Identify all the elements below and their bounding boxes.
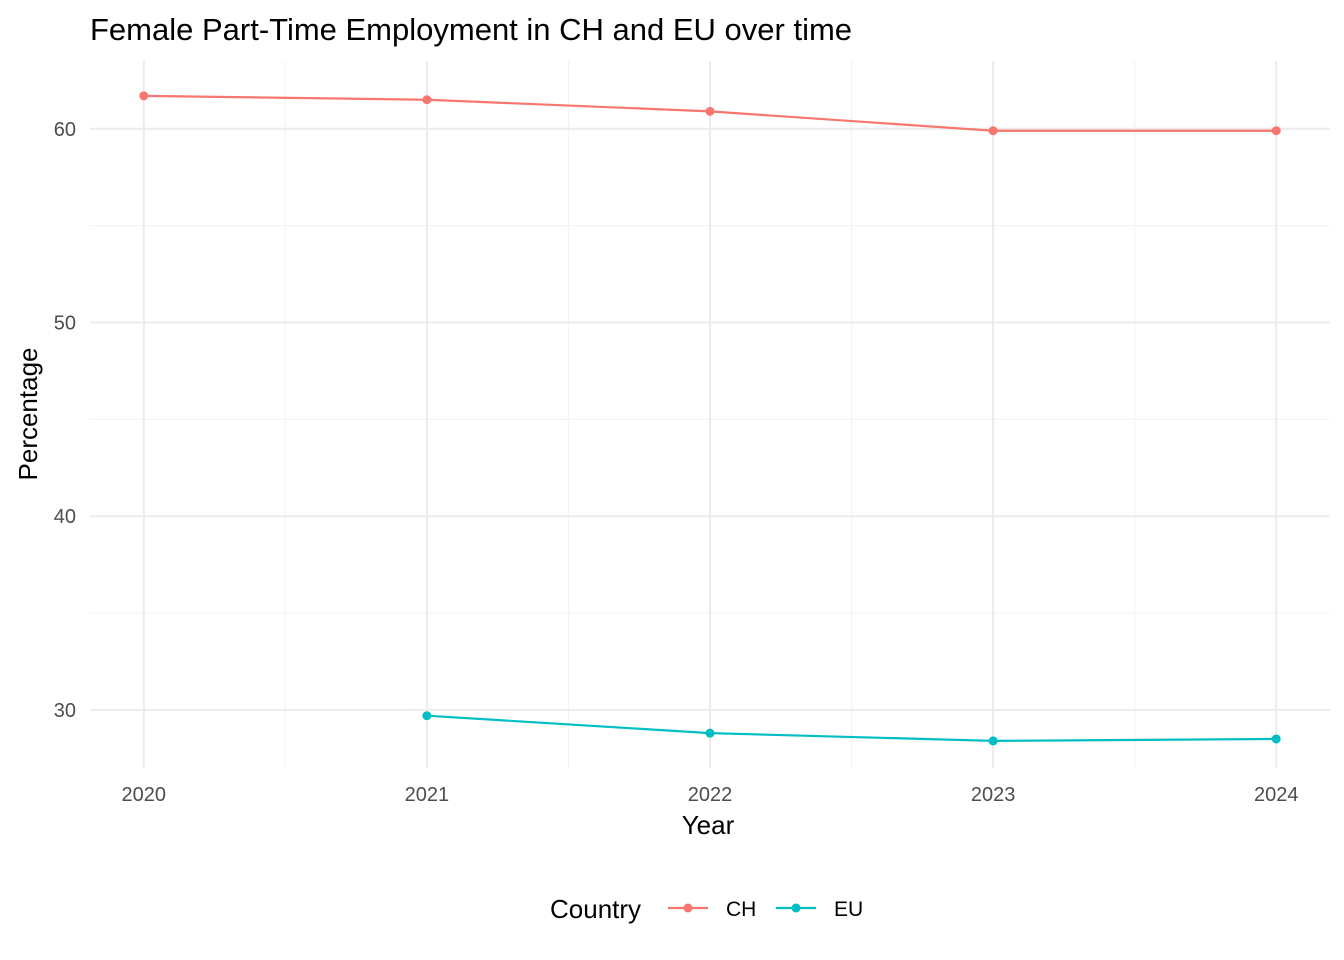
- legend: Country CH EU: [550, 894, 863, 924]
- legend-label-eu: EU: [834, 898, 863, 921]
- chart-title: Female Part-Time Employment in CH and EU…: [90, 12, 852, 47]
- series-line-eu: [426, 714, 1277, 742]
- legend-key-point-eu: [791, 903, 801, 913]
- x-tick-label: 2023: [971, 784, 1016, 806]
- data-point-ch: [422, 95, 432, 105]
- data-point-ch: [988, 126, 998, 136]
- data-point-ch: [705, 106, 715, 116]
- x-axis-ticks: 2020 2021 2022 2023 2024: [122, 784, 1299, 806]
- y-tick-label: 30: [54, 700, 76, 722]
- data-point-eu: [705, 728, 715, 738]
- legend-label-ch: CH: [726, 898, 756, 921]
- y-axis-ticks: 30 40 50 60: [54, 119, 76, 722]
- y-axis-title: Percentage: [13, 348, 43, 481]
- y-tick-label: 40: [54, 506, 76, 528]
- legend-title: Country: [550, 894, 641, 924]
- y-tick-label: 50: [54, 312, 76, 334]
- data-point-ch: [1271, 126, 1281, 136]
- data-point-eu: [988, 736, 998, 746]
- x-tick-label: 2020: [122, 784, 167, 806]
- data-point-ch: [139, 91, 149, 101]
- legend-key-point-ch: [683, 903, 693, 913]
- x-tick-label: 2021: [405, 784, 450, 806]
- x-tick-label: 2022: [688, 784, 733, 806]
- major-gridlines: [90, 61, 1330, 768]
- data-point-eu: [422, 711, 432, 721]
- y-tick-label: 60: [54, 119, 76, 141]
- x-axis-title: Year: [682, 810, 735, 840]
- series-points: [139, 91, 1281, 746]
- x-tick-label: 2024: [1254, 784, 1299, 806]
- data-point-eu: [1271, 734, 1281, 744]
